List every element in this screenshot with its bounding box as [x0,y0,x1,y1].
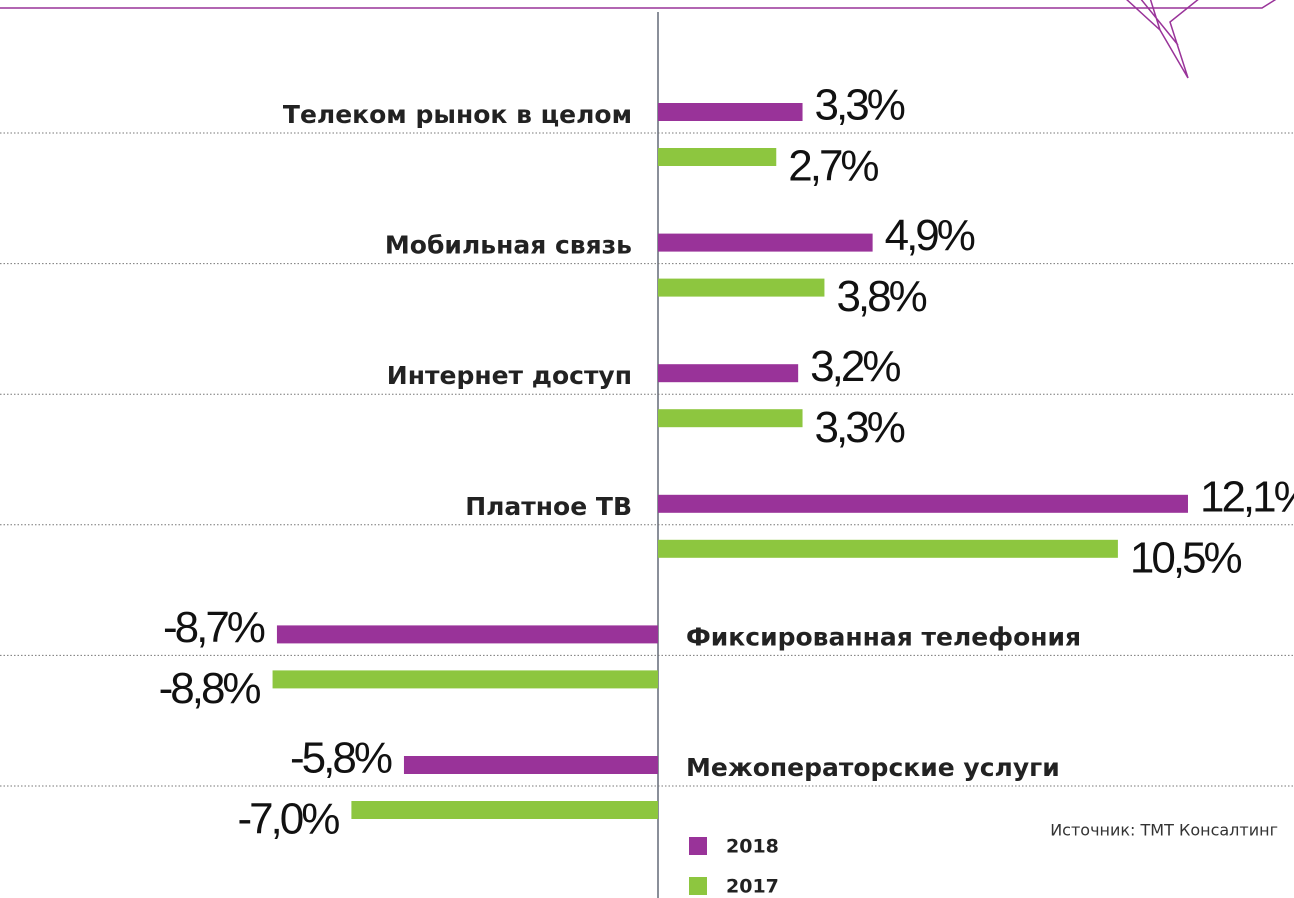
value-label: 2,7% [788,142,878,191]
value-label: -7,0% [237,795,339,844]
value-label: 3,2% [810,342,900,391]
legend-label: 2018 [726,836,779,858]
category-label: Телеком рынок в целом [283,100,632,129]
value-label: 3,8% [836,272,926,321]
value-label: -8,8% [159,664,261,713]
source: Источник: ТМТ Консалтинг [1050,821,1278,840]
value-label: 10,5% [1130,533,1242,582]
bar [658,364,799,383]
logo [1126,0,1199,79]
bar [658,409,803,428]
legend-label: 2017 [726,876,779,898]
value-label: 3,3% [815,81,905,130]
category-label: Межоператорские услуги [686,753,1060,782]
bar [658,233,873,252]
header-line [0,0,1277,9]
bar [276,625,658,644]
category-label: Интернет доступ [387,361,632,390]
bar [658,148,777,166]
bar [658,103,803,121]
bar [351,801,658,819]
category-label: Фиксированная телефония [686,622,1081,651]
category-label: Платное ТВ [465,492,632,521]
value-label: 3,3% [815,403,905,452]
bar [658,494,1188,513]
legend-swatch [689,877,707,895]
category-label: Мобильная связь [385,231,632,260]
value-label: 4,9% [885,211,975,260]
legend-swatch [689,837,707,855]
value-label: -8,7% [163,603,265,652]
bar [658,539,1118,558]
bar [658,278,825,297]
bar [403,756,658,774]
value-label: 12,1% [1200,472,1294,521]
value-label: -5,8% [290,734,392,783]
bar [272,670,658,689]
